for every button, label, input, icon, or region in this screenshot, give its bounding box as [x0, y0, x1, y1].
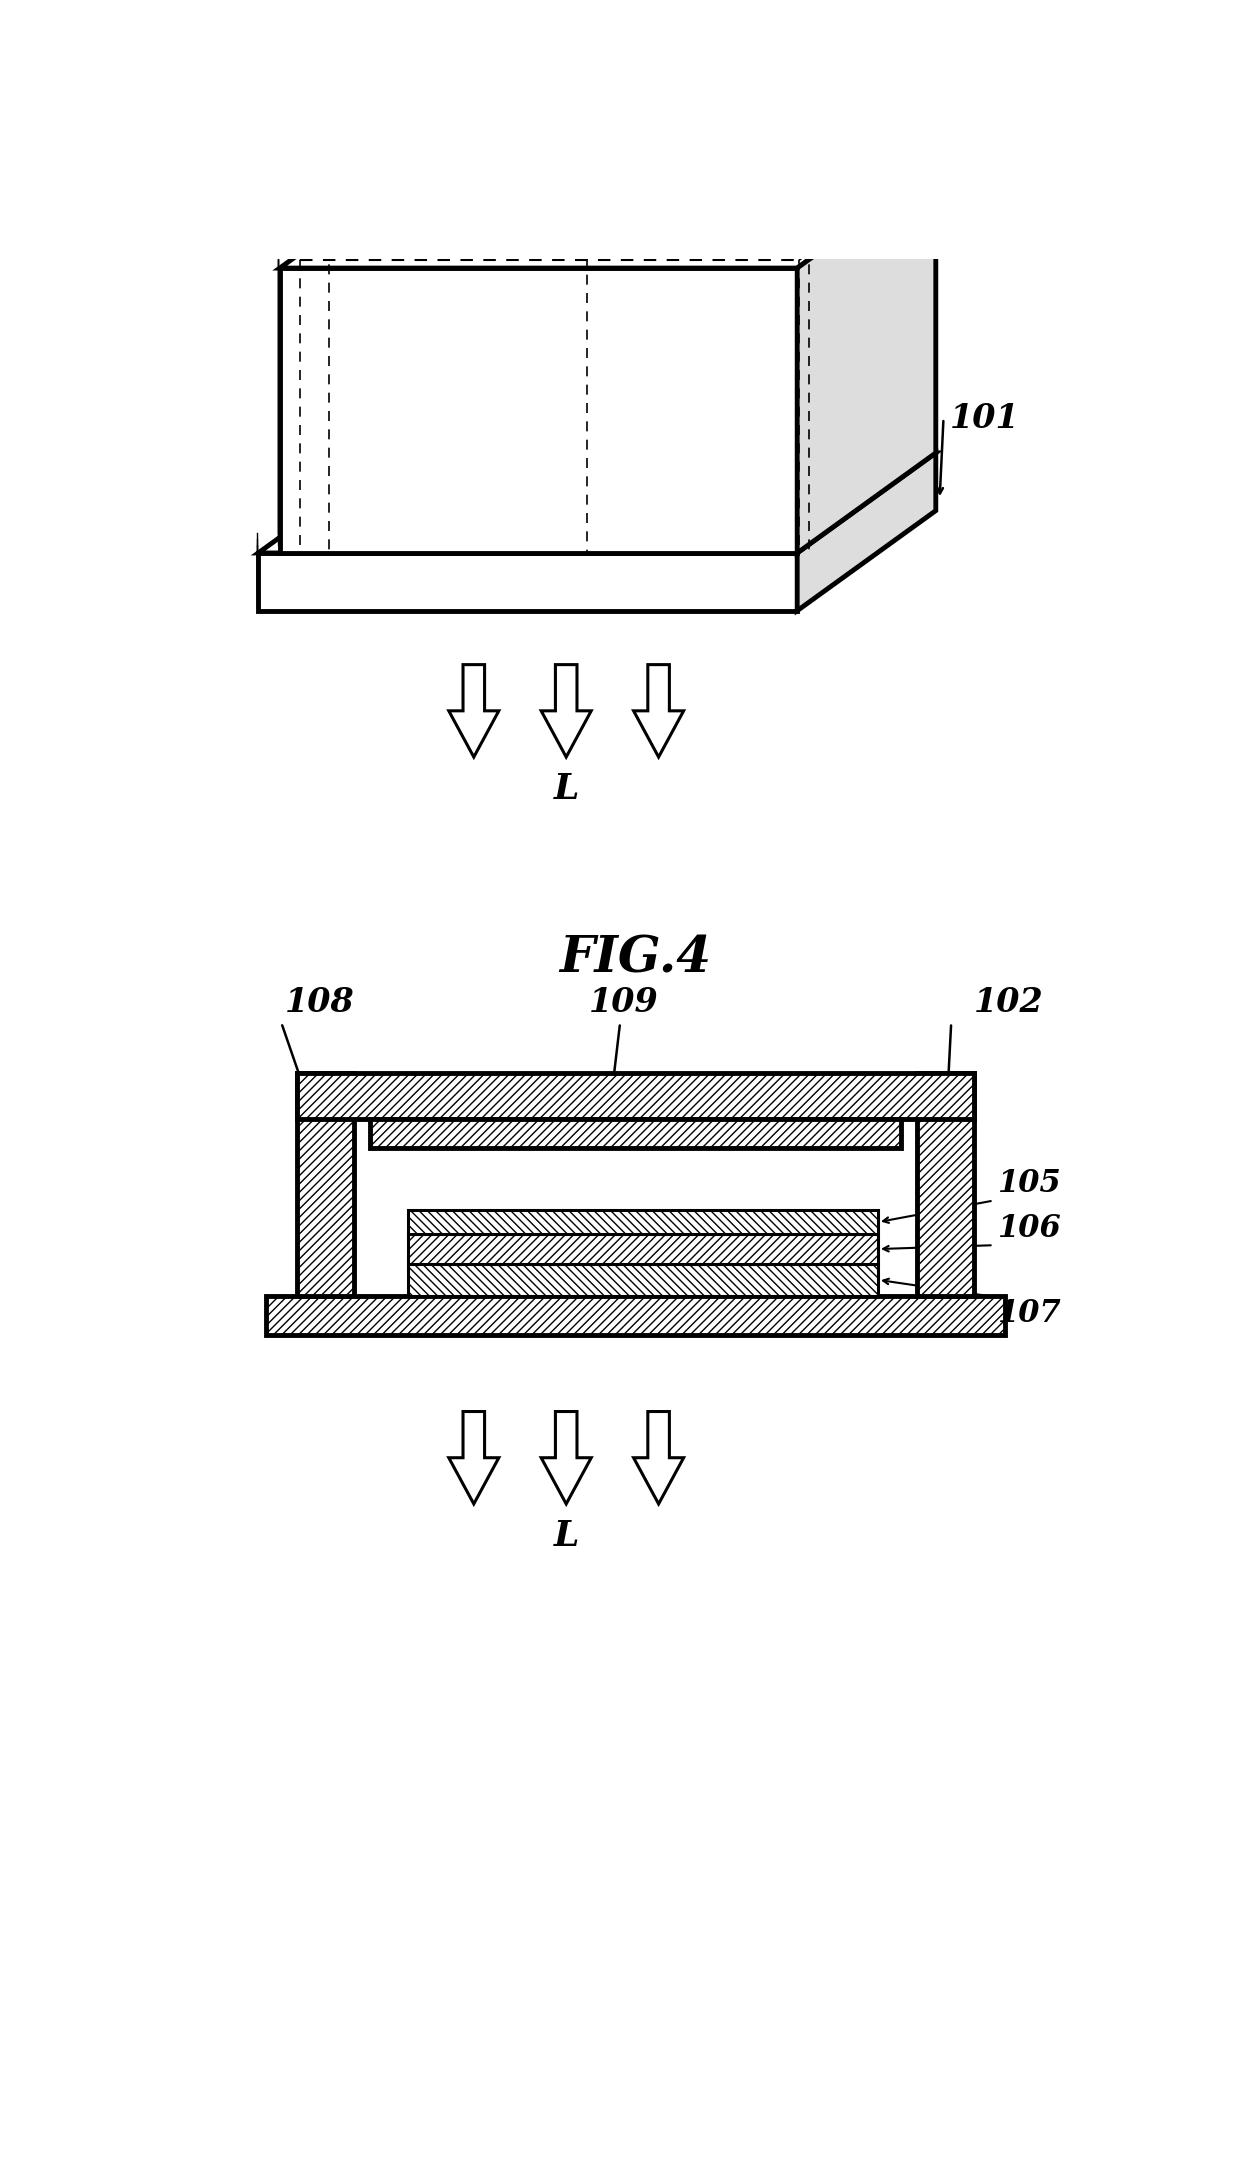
Polygon shape [258, 552, 797, 610]
Polygon shape [541, 664, 591, 757]
Text: 109: 109 [589, 986, 658, 1018]
Text: 108: 108 [285, 986, 355, 1018]
Text: 102: 102 [975, 986, 1044, 1018]
Text: 106: 106 [997, 1212, 1061, 1245]
Bar [265, 1296, 1006, 1335]
Bar [916, 1072, 975, 1296]
Bar [296, 1072, 355, 1296]
Text: FIG.4: FIG.4 [559, 934, 712, 984]
Polygon shape [449, 664, 498, 757]
Bar [408, 1210, 878, 1234]
Bar [408, 1234, 878, 1264]
Bar [408, 1264, 878, 1296]
Text: L: L [553, 1519, 579, 1553]
Text: 101: 101 [950, 401, 1019, 436]
Bar [296, 1072, 975, 1119]
Text: FIG.3: FIG.3 [559, 296, 712, 343]
Bar [296, 1072, 355, 1296]
Polygon shape [634, 664, 683, 757]
Bar [408, 1234, 878, 1264]
Text: 105: 105 [997, 1167, 1061, 1199]
Bar [296, 1072, 975, 1119]
Bar [408, 1210, 878, 1234]
Text: 107: 107 [997, 1299, 1061, 1329]
Polygon shape [258, 453, 936, 552]
Polygon shape [280, 267, 797, 552]
Bar [408, 1264, 878, 1296]
Text: 102: 102 [797, 321, 867, 354]
Bar [370, 1119, 901, 1148]
Polygon shape [634, 1411, 683, 1503]
Polygon shape [449, 1411, 498, 1503]
Polygon shape [541, 1411, 591, 1503]
Text: L: L [553, 772, 579, 807]
Bar [916, 1072, 975, 1296]
Polygon shape [280, 168, 936, 267]
Bar [370, 1119, 901, 1148]
Bar [265, 1296, 1006, 1335]
Polygon shape [797, 453, 936, 610]
Polygon shape [797, 168, 936, 552]
